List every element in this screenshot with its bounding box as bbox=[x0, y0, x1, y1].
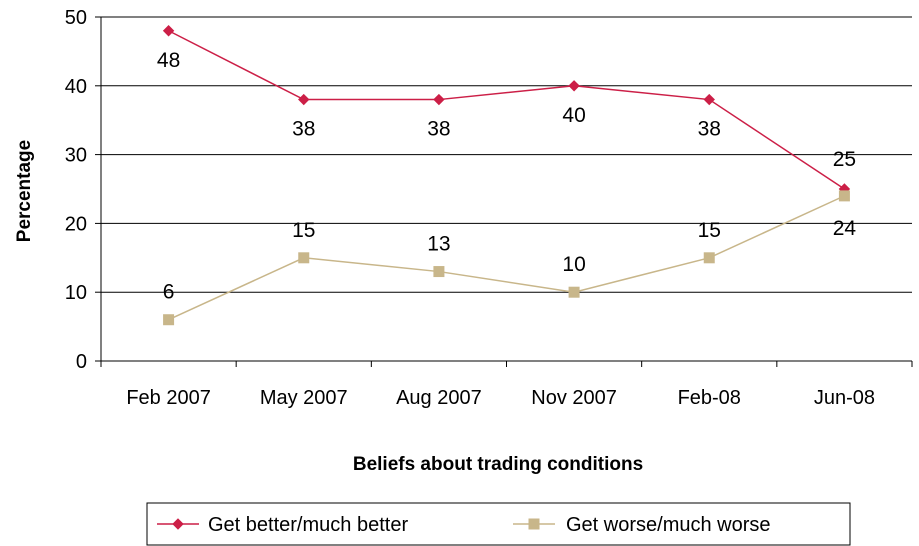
x-axis-title: Beliefs about trading conditions bbox=[353, 454, 643, 475]
data-label: 48 bbox=[157, 49, 180, 72]
data-label: 38 bbox=[427, 118, 450, 141]
x-axis-ticks: Feb 2007 May 2007 Aug 2007 Nov 2007 Feb-08 Ju… bbox=[100, 361, 913, 409]
legend-item-1: Get better/much better bbox=[157, 514, 408, 536]
y-axis-title: Percentage bbox=[14, 140, 35, 242]
legend-label: Get better/much better bbox=[208, 514, 408, 536]
data-point bbox=[298, 252, 310, 264]
data-point bbox=[433, 266, 445, 278]
x-tick-label: Feb 2007 bbox=[126, 387, 211, 409]
data-label: 6 bbox=[163, 281, 175, 304]
data-label: 40 bbox=[562, 104, 585, 127]
axes bbox=[100, 17, 912, 362]
data-point bbox=[163, 314, 175, 326]
data-point bbox=[433, 93, 445, 106]
data-point bbox=[703, 93, 715, 106]
data-label: 25 bbox=[833, 148, 856, 171]
data-point bbox=[568, 286, 580, 298]
series-line-1 bbox=[168, 30, 845, 190]
y-axis-ticks: 0 10 20 30 40 50 bbox=[65, 7, 101, 373]
data-label: 13 bbox=[427, 233, 450, 256]
y-tick-label: 10 bbox=[65, 282, 87, 304]
data-point bbox=[162, 25, 175, 37]
legend-box bbox=[146, 502, 851, 546]
y-tick-label: 40 bbox=[65, 76, 87, 98]
data-label: 15 bbox=[292, 219, 315, 242]
data-point bbox=[298, 93, 310, 106]
gridlines bbox=[101, 16, 912, 293]
series-line-2 bbox=[168, 195, 845, 321]
data-label: 15 bbox=[698, 219, 721, 242]
legend-label: Get worse/much worse bbox=[566, 514, 771, 536]
diamond-marker-icon bbox=[172, 518, 184, 530]
x-tick-label: Jun-08 bbox=[814, 387, 875, 409]
data-label: 38 bbox=[292, 118, 315, 141]
y-tick-label: 0 bbox=[76, 351, 87, 373]
x-tick-label: Aug 2007 bbox=[396, 387, 482, 409]
data-label: 10 bbox=[562, 253, 585, 276]
x-tick-label: Nov 2007 bbox=[531, 387, 617, 409]
square-marker-icon bbox=[528, 518, 540, 530]
data-point bbox=[568, 80, 580, 92]
x-tick-label: May 2007 bbox=[260, 387, 348, 409]
y-tick-label: 30 bbox=[65, 145, 87, 167]
series-group bbox=[162, 25, 851, 326]
data-labels: 48 6 38 15 38 13 40 10 38 15 25 24 bbox=[157, 49, 857, 304]
data-label: 24 bbox=[833, 217, 857, 240]
legend: Get better/much better Get worse/much wor… bbox=[146, 502, 851, 546]
data-label: 38 bbox=[698, 118, 721, 141]
data-point bbox=[838, 190, 850, 202]
y-tick-label: 20 bbox=[65, 213, 87, 235]
x-tick-label: Feb-08 bbox=[678, 387, 741, 409]
legend-item-2: Get worse/much worse bbox=[513, 514, 771, 536]
data-point bbox=[703, 252, 715, 264]
y-tick-label: 50 bbox=[65, 7, 87, 29]
